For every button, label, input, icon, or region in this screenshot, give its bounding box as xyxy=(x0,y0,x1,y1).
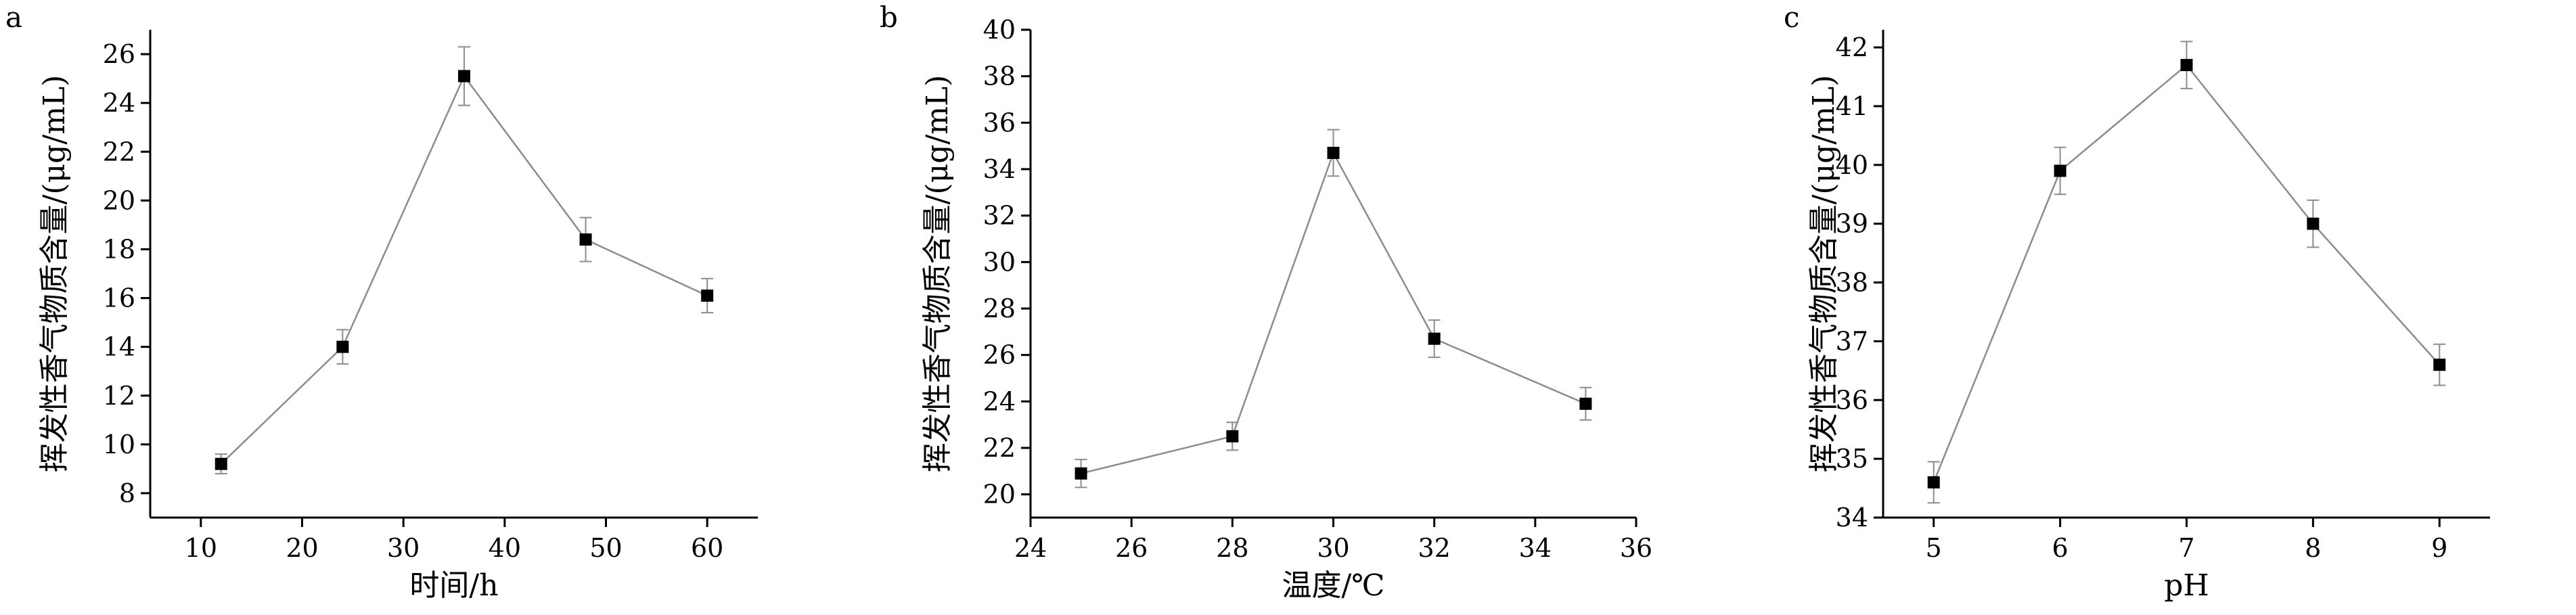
data-point xyxy=(579,233,592,246)
y-tick-label: 40 xyxy=(983,15,1016,45)
x-tick-label: 10 xyxy=(185,533,217,563)
series-line xyxy=(1933,64,2441,483)
x-tick-label: 32 xyxy=(1418,533,1450,563)
y-tick-label: 36 xyxy=(983,108,1016,137)
y-axis-title: 挥发性香气物质含量/(μg/mL) xyxy=(1807,75,1841,473)
x-tick-label: 5 xyxy=(1926,533,1942,563)
x-axis-title: 时间/h xyxy=(409,568,498,603)
y-tick-label: 39 xyxy=(1836,209,1868,239)
x-tick-label: 8 xyxy=(2305,533,2321,563)
data-point xyxy=(1226,430,1239,442)
y-tick-label: 22 xyxy=(983,433,1016,463)
x-tick-label: 40 xyxy=(489,533,521,563)
y-tick-label: 40 xyxy=(1836,150,1868,180)
y-tick-label: 32 xyxy=(983,201,1016,231)
x-tick-label: 6 xyxy=(2052,533,2069,563)
data-point xyxy=(2180,59,2193,72)
chart-panel-a: a 10 20 30 40 50 60 8 10 12 14 16 18 20 22 24 26 时间/h 挥发性香… xyxy=(5,1,758,603)
y-axis-title: 挥发性香气物质含量/(μg/mL) xyxy=(37,75,72,473)
x-tick-label: 24 xyxy=(1014,533,1047,563)
x-tick-label: 26 xyxy=(1115,533,1148,563)
y-tick-label: 30 xyxy=(983,247,1016,277)
x-axis-title: pH xyxy=(2164,568,2209,603)
data-point xyxy=(1327,146,1340,159)
y-axis-title: 挥发性香气物质含量/(μg/mL) xyxy=(920,75,955,473)
data-point xyxy=(214,457,227,470)
x-axis-title: 温度/℃ xyxy=(1282,568,1384,603)
x-tick-label: 7 xyxy=(2178,533,2194,563)
x-tick-label: 28 xyxy=(1216,533,1248,563)
y-tick-label: 22 xyxy=(103,137,135,166)
y-tick-label: 36 xyxy=(1836,385,1868,415)
data-point xyxy=(457,70,470,83)
data-point xyxy=(1428,332,1441,345)
y-tick-label: 18 xyxy=(103,234,135,264)
panel-letter: c xyxy=(1784,1,1800,34)
x-tick-label: 36 xyxy=(1620,533,1652,563)
y-tick-label: 16 xyxy=(103,283,135,313)
y-tick-label: 42 xyxy=(1836,32,1868,62)
x-tick-label: 34 xyxy=(1519,533,1552,563)
y-tick-label: 10 xyxy=(103,430,135,459)
data-point xyxy=(1927,476,1940,488)
y-tick-label: 38 xyxy=(1836,268,1868,298)
y-tick-label: 26 xyxy=(983,340,1016,370)
data-point xyxy=(2307,217,2320,230)
y-tick-label: 34 xyxy=(983,154,1016,184)
x-tick-label: 30 xyxy=(387,533,420,563)
chart-panel-c: c 5 6 7 8 9 34 35 36 37 38 39 40 41 42 pH 挥发性香气物质含量/(μg/… xyxy=(1784,1,2490,603)
y-tick-label: 38 xyxy=(983,62,1016,91)
y-tick-label: 35 xyxy=(1836,444,1868,474)
x-tick-label: 50 xyxy=(589,533,622,563)
y-tick-label: 8 xyxy=(119,478,135,508)
data-point xyxy=(336,340,349,353)
panel-letter: b xyxy=(880,1,898,34)
data-point xyxy=(2433,359,2446,371)
y-tick-label: 37 xyxy=(1836,326,1868,356)
x-tick-label: 9 xyxy=(2431,533,2447,563)
series-line xyxy=(1081,150,1586,474)
x-tick-label: 30 xyxy=(1317,533,1349,563)
data-point xyxy=(1579,397,1592,410)
x-tick-label: 60 xyxy=(691,533,723,563)
y-tick-label: 14 xyxy=(103,332,135,362)
y-tick-label: 20 xyxy=(983,480,1016,509)
y-tick-label: 24 xyxy=(103,88,135,118)
data-point xyxy=(1075,467,1087,480)
x-tick-label: 20 xyxy=(286,533,318,563)
data-point xyxy=(2054,164,2066,177)
y-tick-label: 26 xyxy=(103,39,135,69)
y-tick-label: 28 xyxy=(983,294,1016,323)
data-point xyxy=(701,289,714,302)
y-tick-label: 12 xyxy=(103,381,135,411)
y-tick-label: 20 xyxy=(103,185,135,215)
y-tick-label: 24 xyxy=(983,386,1016,416)
series-line xyxy=(220,74,708,465)
y-tick-label: 34 xyxy=(1836,503,1868,532)
y-tick-label: 41 xyxy=(1836,91,1868,121)
chart-panel-b: b 24 26 28 30 32 34 36 20 22 24 26 28 30 32 34 36 38 40 温度/… xyxy=(880,1,1652,603)
panel-letter: a xyxy=(5,1,22,34)
